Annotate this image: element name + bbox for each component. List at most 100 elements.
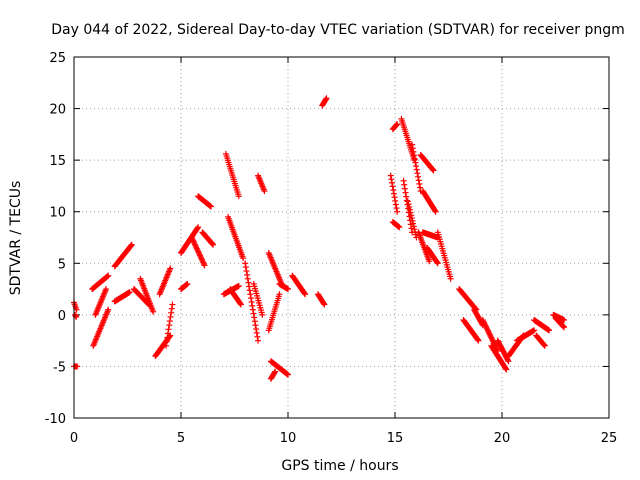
data-point: [285, 286, 291, 293]
chart-title: Day 044 of 2022, Sidereal Day-to-day VTE…: [51, 22, 625, 38]
data-point: [405, 201, 412, 208]
data-point: [244, 271, 251, 278]
data-point: [237, 300, 244, 307]
data-point: [248, 298, 255, 305]
data-points: [71, 95, 568, 382]
data-point: [486, 330, 493, 337]
data-point: [164, 330, 171, 337]
data-point: [393, 121, 400, 128]
data-point: [503, 366, 510, 373]
data-point: [235, 193, 242, 200]
data-point: [486, 331, 493, 338]
data-point: [401, 185, 408, 192]
data-point: [484, 327, 491, 334]
data-point: [246, 283, 253, 290]
data-point: [409, 145, 416, 152]
data-point: [193, 244, 200, 251]
data-point: [392, 197, 399, 204]
data-point: [393, 205, 400, 212]
data-point: [407, 209, 414, 216]
y-tick-label: 15: [49, 154, 66, 169]
data-point: [475, 337, 482, 344]
data-point: [191, 240, 198, 247]
data-point: [105, 306, 112, 313]
data-point: [166, 318, 173, 325]
data-point: [409, 217, 416, 224]
data-point: [169, 301, 176, 308]
data-point: [150, 308, 157, 315]
data-point: [411, 155, 418, 162]
data-point: [252, 322, 259, 329]
data-point: [404, 198, 411, 205]
data-point: [166, 322, 173, 329]
data-point: [391, 194, 398, 201]
data-point: [192, 242, 199, 249]
data-point: [409, 141, 416, 148]
data-point: [184, 280, 191, 287]
data-point: [531, 327, 538, 334]
data-point: [429, 166, 436, 173]
data-point: [413, 166, 420, 173]
data-point: [416, 180, 423, 187]
data-point: [413, 163, 420, 170]
data-point: [389, 179, 396, 186]
data-point: [194, 247, 201, 254]
data-point: [489, 337, 496, 344]
data-point: [541, 342, 548, 349]
data-point: [389, 183, 396, 190]
x-tick-label: 0: [70, 431, 78, 446]
data-point: [320, 300, 327, 307]
data-point: [197, 252, 204, 259]
data-point: [163, 338, 170, 345]
data-point: [474, 336, 481, 343]
data-point: [322, 96, 329, 103]
data-point: [488, 335, 495, 342]
data-point: [408, 212, 415, 219]
data-point: [394, 121, 401, 128]
data-point: [411, 152, 418, 159]
data-point: [105, 272, 112, 279]
y-tick-label: 20: [49, 103, 66, 118]
data-point: [390, 190, 397, 197]
y-tick-label: -5: [53, 360, 66, 375]
y-axis-label: SDTVAR / TECUs: [8, 181, 24, 296]
data-point: [253, 326, 260, 333]
x-tick-label: 15: [387, 431, 404, 446]
data-point: [426, 258, 433, 265]
data-point: [406, 203, 413, 210]
data-point: [546, 327, 553, 334]
data-point: [481, 321, 488, 328]
data-point: [253, 329, 260, 336]
data-point: [255, 337, 262, 344]
data-point: [249, 306, 256, 313]
data-point: [271, 369, 278, 376]
data-point: [392, 201, 399, 208]
x-tick-label: 20: [494, 431, 511, 446]
y-tick-label: 10: [49, 206, 66, 221]
data-point: [561, 317, 568, 324]
data-point: [321, 301, 328, 308]
data-point: [485, 329, 492, 336]
data-point: [504, 357, 511, 364]
data-point: [432, 208, 439, 215]
x-tick-label: 25: [601, 431, 618, 446]
data-point: [415, 173, 422, 180]
data-point: [189, 237, 196, 244]
plot-frame: [73, 56, 610, 419]
data-point: [402, 189, 409, 196]
y-tick-label: -10: [45, 412, 66, 427]
data-point: [74, 363, 81, 370]
data-point: [487, 333, 494, 340]
data-point: [193, 245, 200, 252]
data-point: [245, 279, 252, 286]
data-point: [254, 333, 261, 340]
data-point: [410, 148, 417, 155]
data-point: [165, 326, 172, 333]
data-point: [276, 291, 283, 298]
data-point: [198, 256, 205, 263]
data-point: [250, 310, 257, 317]
data-point: [388, 176, 395, 183]
data-point: [196, 251, 203, 258]
data-point: [246, 287, 253, 294]
